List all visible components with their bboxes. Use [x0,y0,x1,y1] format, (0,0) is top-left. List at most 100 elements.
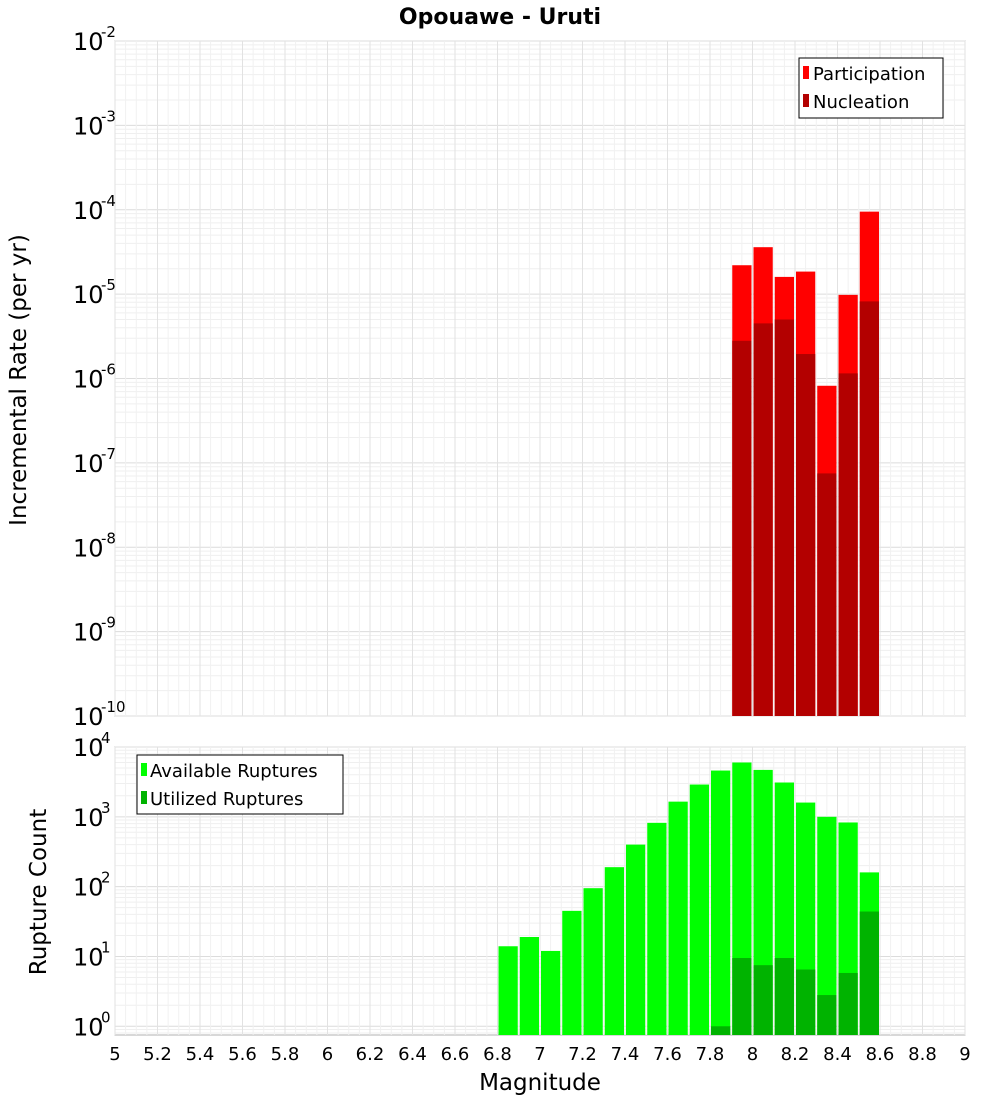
y-tick-exponent: 0 [101,1008,111,1026]
y-tick-base: 10 [73,804,104,832]
available-ruptures-bar [711,770,731,1035]
x-tick-label: 6.4 [398,1044,427,1065]
y-tick-base: 10 [73,619,104,647]
y-tick-exponent: -9 [101,614,116,632]
y-tick-label: 103 [73,799,111,832]
y-tick-exponent: -5 [101,276,116,294]
rate-legend: Participation Nucleation [798,57,944,119]
rate-legend-box [798,57,944,119]
y-tick-base: 10 [73,703,104,731]
utilized-ruptures-bar [774,958,794,1035]
y-tick-base: 10 [73,197,104,225]
available-ruptures-bar [583,888,603,1035]
rate-bars [732,211,879,716]
x-tick-label: 8 [747,1044,758,1065]
nucleation-bar [796,354,816,716]
x-tick-label: 6.2 [356,1044,385,1065]
rate-grid [114,40,966,717]
x-tick-label: 8.6 [866,1044,895,1065]
nucleation-bar [838,373,858,716]
y-tick-base: 10 [73,874,104,902]
x-tick-label: 9 [959,1044,970,1065]
nucleation-bar [753,323,773,716]
nucleation-legend-swatch [803,94,809,107]
y-tick-label: 10-5 [73,276,116,309]
x-tick-label: 6.8 [483,1044,512,1065]
x-tick-label: 8.4 [823,1044,852,1065]
nucleation-bar [817,473,837,716]
utilized-legend-label: Utilized Ruptures [150,789,303,810]
x-tick-label: 8.2 [781,1044,810,1065]
nucleation-bar [732,340,752,716]
y-tick-label: 10-6 [73,361,116,394]
rupture-y-axis-label: Rupture Count [26,809,52,975]
y-tick-base: 10 [73,366,104,394]
x-tick-label: 7.6 [653,1044,682,1065]
utilized-ruptures-bar [817,995,837,1035]
x-tick-label: 5 [109,1044,120,1065]
nucleation-legend-label: Nucleation [813,92,909,113]
y-tick-exponent: -2 [101,23,116,41]
y-tick-label: 10-2 [73,23,116,56]
y-tick-exponent: -10 [101,698,126,716]
x-tick-label: 5.6 [228,1044,257,1065]
x-tick-label: 5.4 [186,1044,215,1065]
x-ticks: 5 5.2 5.4 5.6 5.8 6 6.2 6.4 6.6 6.8 7 7.2 7.4 7.6 7.8 8… [109,1044,970,1065]
available-ruptures-bar [498,946,518,1035]
rate-y-ticks: 10-210-310-410-510-610-710-810-910-10 [73,23,126,731]
y-tick-label: 100 [73,1008,111,1041]
y-tick-label: 10-8 [73,529,116,562]
y-tick-exponent: 3 [101,799,111,817]
available-ruptures-bar [626,844,646,1035]
y-tick-label: 10-3 [73,107,116,140]
available-ruptures-bar [519,936,539,1035]
x-tick-label: 7.2 [568,1044,597,1065]
y-tick-exponent: 1 [101,938,111,956]
participation-legend-label: Participation [813,64,925,85]
available-legend-label: Available Ruptures [150,761,318,782]
y-tick-base: 10 [73,112,104,140]
nucleation-bar [774,319,794,716]
rate-y-axis-label: Incremental Rate (per yr) [6,234,32,526]
y-tick-exponent: -8 [101,529,116,547]
x-axis-label: Magnitude [479,1070,601,1096]
y-tick-exponent: 4 [101,729,111,747]
y-tick-label: 10-4 [73,192,116,225]
x-tick-label: 5.2 [143,1044,172,1065]
rupture-bars [498,762,879,1035]
chart-title: Opouawe - Uruti [399,5,601,30]
available-ruptures-bar [647,822,667,1035]
utilized-ruptures-bar [732,958,752,1035]
y-tick-label: 10-9 [73,614,116,647]
available-ruptures-bar [689,784,709,1035]
y-tick-label: 104 [73,729,111,762]
y-tick-exponent: 2 [101,869,111,887]
y-tick-exponent: -6 [101,361,116,379]
participation-legend-swatch [803,66,809,79]
x-tick-label: 5.8 [271,1044,300,1065]
y-tick-base: 10 [73,28,104,56]
utilized-legend-swatch [141,791,147,804]
y-tick-exponent: -3 [101,107,116,125]
x-tick-label: 7.8 [696,1044,725,1065]
x-tick-label: 6 [322,1044,333,1065]
y-tick-base: 10 [73,734,104,762]
rupture-legend: Available Ruptures Utilized Ruptures [136,754,344,815]
y-tick-label: 10-7 [73,445,116,478]
available-ruptures-bar [817,816,837,1035]
available-ruptures-bar [604,867,624,1035]
y-tick-label: 102 [73,869,111,902]
x-tick-label: 7.4 [611,1044,640,1065]
utilized-ruptures-bar [711,1026,731,1035]
utilized-ruptures-bar [796,969,816,1035]
y-tick-exponent: -7 [101,445,116,463]
y-tick-base: 10 [73,281,104,309]
available-ruptures-bar [562,910,582,1035]
available-ruptures-bar [668,801,688,1035]
utilized-ruptures-bar [753,965,773,1035]
x-tick-label: 8.8 [908,1044,937,1065]
x-tick-label: 6.6 [441,1044,470,1065]
